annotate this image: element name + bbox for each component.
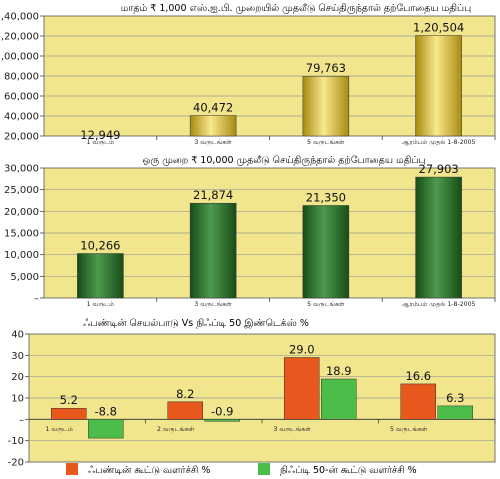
chart3-bar-nifty [437, 405, 473, 420]
chart3-bar-fund [284, 357, 320, 420]
chart3-ytick-label: 30 [11, 351, 24, 362]
chart2-bar [189, 202, 237, 299]
chart1-ytick-label: 1,40,000 [0, 12, 39, 23]
chart2-category-label: 3 வருடங்கள் [194, 301, 232, 308]
chart1-bar [415, 35, 462, 137]
chart1-title: மாதம் ₹ 1,000 எஸ்.ஐ.பி. முறையில் முதலீடு… [121, 3, 471, 14]
chart1-data-label: 12,949 [80, 128, 120, 142]
chart3-data-label: -8.8 [95, 404, 117, 418]
chart3-data-label: 8.2 [176, 387, 194, 401]
chart1-data-label: 79,763 [306, 61, 346, 75]
chart2-data-label: 21,350 [306, 190, 346, 204]
chart3-bar-fund [400, 383, 436, 420]
chart2-ytick-label: 25,000 [4, 185, 39, 196]
chart2-category-label: 1 வருடம் [87, 301, 114, 308]
chart2-data-label: 21,874 [193, 188, 233, 202]
chart1-bar [302, 75, 350, 137]
chart1-ytick-label: 60,000 [4, 92, 39, 103]
chart2-ytick-label: 15,000 [4, 229, 39, 240]
chart3-data-label: 16.6 [405, 369, 431, 383]
chart1-ytick-label: 1,00,000 [0, 52, 39, 63]
chart1-ytick-label: 20,000 [4, 132, 39, 143]
chart3-category-label: 5 வருடங்கள் [390, 426, 428, 433]
chart1-ytick-label: 1,20,000 [0, 32, 39, 43]
legend-swatch-fund [66, 463, 78, 475]
chart3-data-label: 6.3 [446, 391, 464, 405]
chart3-category-label: 2 வருடங்கள் [157, 426, 195, 433]
legend-label-fund: ஃபண்டின் கூட்டு வளர்ச்சி % [88, 465, 210, 476]
chart2-ytick-label: 20,000 [4, 207, 39, 218]
chart1-category-label: 1 வருடம் [87, 139, 114, 146]
chart2-bar [302, 205, 350, 299]
chart3-bar-nifty [321, 378, 357, 420]
chart2-category-label: ஆரம்பம் முதல் 1-8-2005 [402, 301, 476, 308]
chart1-ytick-label: 80,000 [4, 72, 39, 83]
chart3-category-label: 3 வருடங்கள் [274, 426, 312, 433]
chart3-title: ஃபண்டின் செயல்பாடு Vs நிஃப்டி 50 இண்டெக்… [83, 318, 309, 329]
chart3-data-label: 5.2 [60, 393, 78, 407]
chart3-data-label: 29.0 [289, 342, 315, 356]
chart1-category-label: 3 வருடங்கள் [194, 139, 232, 146]
chart3-bar-fund [167, 401, 203, 420]
chart2-data-label: 10,266 [80, 239, 120, 253]
chart2-ytick-label: 10,000 [4, 250, 39, 261]
legend-label-nifty: நிஃப்டி 50-ன் கூட்டு வளர்ச்சி % [280, 465, 417, 476]
chart3-plot: -20 -10 – 10 20 30 40 5.2 -8.8 1 வருடம் 8.2 -0.9 2 வ… [8, 330, 496, 469]
chart1-ytick-label: 40,000 [4, 112, 39, 123]
chart1-category-label: 5 வருடங்கள் [307, 139, 345, 146]
chart1-bar [189, 115, 237, 137]
chart2-ytick-label: 5,000 [10, 272, 39, 283]
chart2-ytick-label: – [34, 294, 39, 305]
chart2-bar [415, 176, 462, 299]
chart3-ytick-label: 20 [11, 372, 24, 383]
chart3-data-label: -0.9 [211, 404, 233, 418]
chart3-legend: ஃபண்டின் கூட்டு வளர்ச்சி % நிஃப்டி 50-ன்… [66, 463, 417, 476]
chart3-ytick-label: -20 [8, 458, 24, 469]
chart2-plot: – 5,000 10,000 15,000 20,000 25,000 30,000 10,2… [4, 162, 496, 308]
chart2-category-label: 5 வருடங்கள் [307, 301, 345, 308]
chart1-data-label: 1,20,504 [413, 20, 464, 34]
chart1-plot: 20,000 40,000 60,000 80,000 1,00,000 1,20,000… [0, 12, 496, 146]
chart3-ytick-label: – [19, 415, 24, 426]
chart2-title: ஒரு முறை ₹ 10,000 முதலீடு செய்திருந்தால்… [142, 155, 425, 166]
chart3-ytick-label: -10 [8, 436, 24, 447]
chart2-bar [77, 253, 124, 299]
chart3-bar-fund [51, 407, 87, 420]
legend-swatch-nifty [258, 463, 270, 475]
chart1-data-label: 40,472 [193, 101, 233, 115]
chart2-data-label: 27,903 [419, 162, 459, 176]
chart3-ytick-label: 10 [11, 394, 24, 405]
chart3-category-label: 1 வருடம் [46, 426, 73, 433]
chart3-data-label: 18.9 [326, 364, 352, 378]
chart2-ytick-label: 30,000 [4, 164, 39, 175]
chart3-ytick-label: 40 [11, 330, 24, 341]
chart1-category-label: ஆரம்பம் முதல் 1-8-2005 [402, 139, 476, 146]
chart3-bar-nifty [88, 419, 124, 439]
chart3-bar-nifty [204, 419, 240, 422]
